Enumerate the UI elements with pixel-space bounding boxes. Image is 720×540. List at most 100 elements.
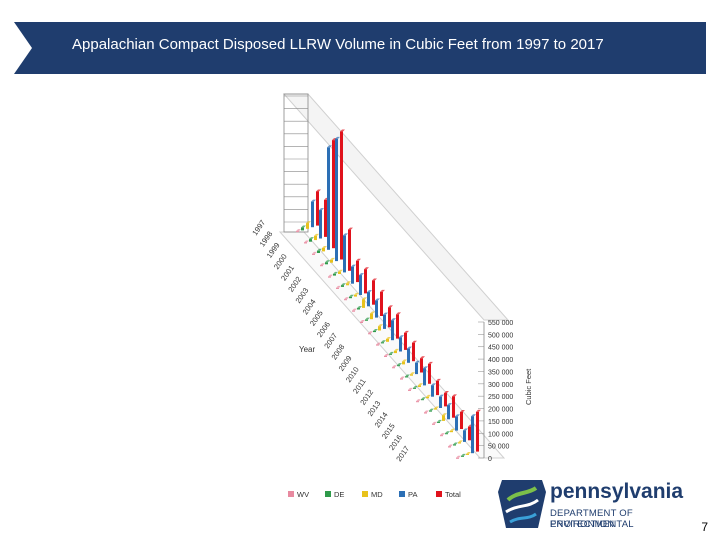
bar-top bbox=[426, 394, 431, 397]
bar-top bbox=[336, 285, 341, 288]
y-tick-label: 150 000 bbox=[488, 419, 513, 426]
bar bbox=[344, 299, 347, 301]
bar bbox=[444, 393, 447, 407]
bar-top bbox=[399, 335, 404, 338]
bar bbox=[327, 147, 330, 250]
bar-top bbox=[396, 312, 401, 315]
bar-top bbox=[402, 359, 407, 362]
bar bbox=[420, 358, 423, 373]
bar-top bbox=[312, 251, 317, 254]
bar bbox=[354, 294, 357, 297]
bar-top bbox=[346, 281, 351, 284]
bar-top bbox=[416, 399, 421, 402]
bar-top bbox=[448, 444, 453, 447]
bar-top bbox=[447, 403, 452, 406]
bar-top bbox=[372, 278, 377, 281]
bar bbox=[328, 276, 331, 278]
bar-top bbox=[311, 199, 316, 202]
bar bbox=[341, 285, 344, 287]
bar-top bbox=[370, 311, 375, 314]
bar-top bbox=[306, 221, 311, 224]
bar bbox=[458, 442, 461, 444]
bar bbox=[455, 416, 458, 431]
bar-top bbox=[463, 428, 468, 431]
legend-label: DE bbox=[334, 490, 344, 499]
bar-top bbox=[333, 271, 338, 274]
bar bbox=[356, 260, 359, 283]
bar-top bbox=[376, 342, 381, 345]
legend-swatch bbox=[436, 491, 442, 497]
logo-dept-line2: PROTECTION bbox=[550, 519, 615, 530]
bar-top bbox=[391, 318, 396, 321]
bar-top bbox=[338, 269, 343, 272]
legend-swatch bbox=[362, 491, 368, 497]
bar-top bbox=[327, 145, 332, 148]
bar-top bbox=[434, 406, 439, 409]
bar-top bbox=[309, 237, 314, 240]
bar-top bbox=[316, 189, 321, 192]
bar bbox=[466, 453, 469, 455]
y-tick-label: 100 000 bbox=[488, 431, 513, 438]
bar-top bbox=[301, 225, 306, 228]
bar bbox=[348, 229, 351, 271]
x-axis-label: Year bbox=[299, 345, 316, 354]
bar bbox=[352, 310, 355, 312]
bar bbox=[428, 363, 431, 384]
pa-dep-logo: pennsylvania DEPARTMENT OF ENVIRONMENTAL… bbox=[498, 478, 698, 530]
bar bbox=[439, 396, 442, 408]
bar-top bbox=[436, 378, 441, 381]
bar-top bbox=[421, 397, 426, 400]
bar-top bbox=[432, 421, 437, 424]
bar-top bbox=[368, 331, 373, 334]
bar bbox=[316, 191, 319, 226]
bar-top bbox=[428, 361, 433, 364]
bar bbox=[436, 380, 439, 396]
bar bbox=[383, 314, 386, 329]
bar-top bbox=[413, 385, 418, 388]
bar-top bbox=[343, 233, 348, 236]
bar bbox=[340, 131, 343, 260]
bar-top bbox=[412, 340, 417, 343]
bar bbox=[432, 423, 435, 425]
bar-top bbox=[455, 414, 460, 417]
bar bbox=[304, 242, 307, 244]
bar bbox=[440, 435, 443, 437]
bar-top bbox=[466, 451, 471, 454]
legend-label: PA bbox=[408, 490, 417, 499]
bar-top bbox=[407, 346, 412, 349]
bar bbox=[471, 416, 474, 454]
bar bbox=[447, 405, 450, 420]
bar bbox=[309, 239, 312, 242]
bar-top bbox=[335, 136, 340, 139]
bar bbox=[368, 333, 371, 335]
bar-top bbox=[352, 308, 357, 311]
bar-top bbox=[296, 229, 301, 232]
page-title: Appalachian Compact Disposed LLRW Volume… bbox=[72, 36, 604, 53]
bar bbox=[314, 235, 317, 241]
bar-top bbox=[344, 297, 349, 300]
bar bbox=[351, 266, 354, 284]
bar bbox=[402, 361, 405, 365]
bar bbox=[386, 338, 389, 342]
bar-top bbox=[362, 297, 367, 300]
y-tick-label: 400 000 bbox=[488, 357, 513, 364]
y-tick-label: 0 bbox=[488, 456, 492, 463]
bar-top bbox=[452, 394, 457, 397]
bar bbox=[365, 319, 368, 321]
bar bbox=[378, 326, 381, 331]
bar bbox=[364, 269, 367, 294]
bar-top bbox=[450, 428, 455, 431]
bar-top bbox=[460, 409, 465, 412]
bar-top bbox=[456, 455, 461, 458]
bar-top bbox=[420, 356, 425, 359]
bar bbox=[448, 446, 451, 448]
legend-label: WV bbox=[297, 490, 309, 499]
bar bbox=[372, 280, 375, 305]
bar bbox=[418, 385, 421, 387]
bar-top bbox=[325, 260, 330, 263]
y-tick-label: 300 000 bbox=[488, 382, 513, 389]
bar-top bbox=[319, 208, 324, 211]
bar-top bbox=[365, 317, 370, 320]
bar-top bbox=[453, 442, 458, 445]
